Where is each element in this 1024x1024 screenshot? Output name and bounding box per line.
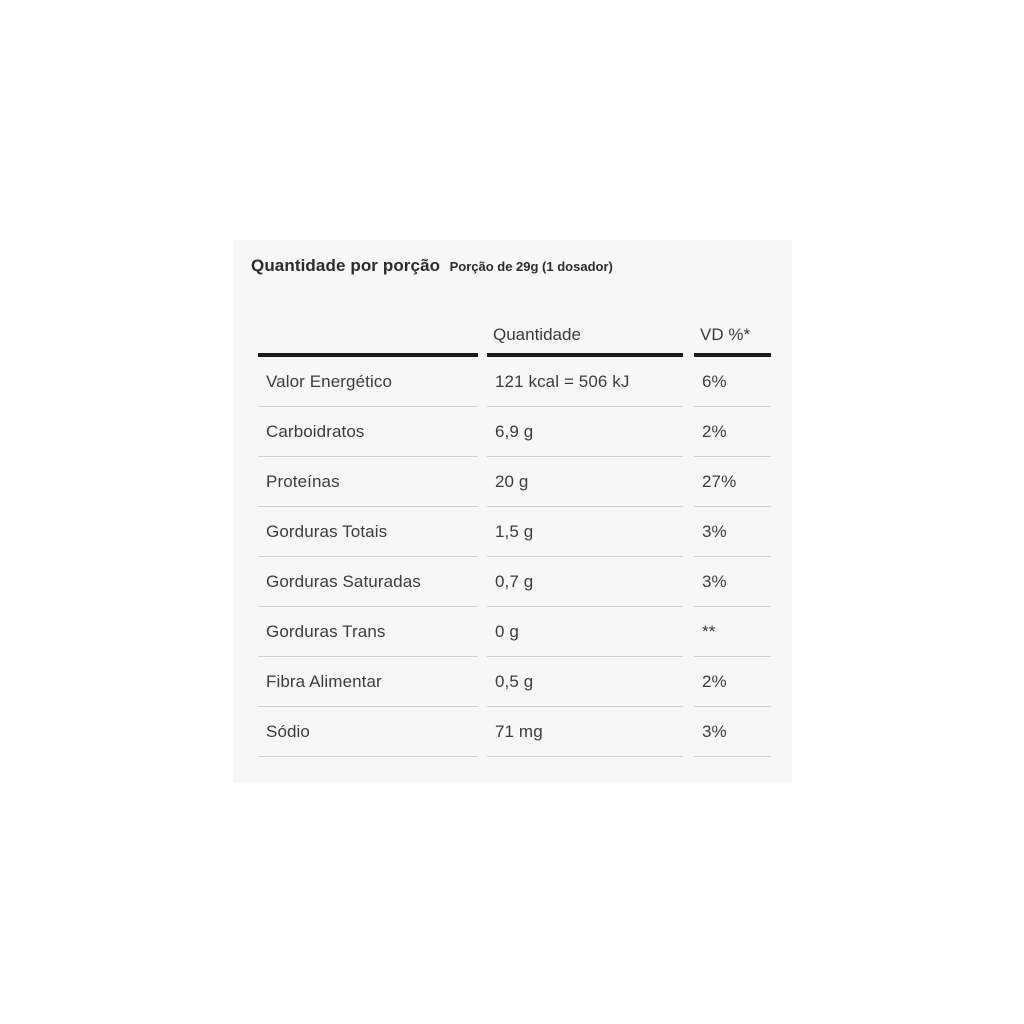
table-row: Carboidratos 6,9 g 2% [258, 407, 773, 457]
row-quantity: 6,9 g [487, 407, 683, 457]
row-dv: 6% [694, 357, 771, 407]
table-header-row: Quantidade VD %* [258, 277, 773, 357]
row-quantity: 20 g [487, 457, 683, 507]
row-label: Gorduras Saturadas [258, 557, 478, 607]
card-header: Quantidade por porção Porção de 29g (1 d… [233, 240, 792, 277]
table-row: Fibra Alimentar 0,5 g 2% [258, 657, 773, 707]
column-header-label [258, 277, 478, 357]
serving-size-label: Porção de 29g (1 dosador) [449, 259, 613, 274]
row-quantity: 71 mg [487, 707, 683, 757]
column-header-quantity: Quantidade [487, 277, 683, 357]
row-dv: ** [694, 607, 771, 657]
row-dv: 27% [694, 457, 771, 507]
table-row: Sódio 71 mg 3% [258, 707, 773, 757]
table-row: Gorduras Saturadas 0,7 g 3% [258, 557, 773, 607]
nutrition-facts-card: Quantidade por porção Porção de 29g (1 d… [233, 240, 792, 782]
row-dv: 2% [694, 407, 771, 457]
row-quantity: 0,7 g [487, 557, 683, 607]
row-label: Valor Energético [258, 357, 478, 407]
row-quantity: 0 g [487, 607, 683, 657]
column-header-dv: VD %* [694, 277, 771, 357]
table-row: Proteínas 20 g 27% [258, 457, 773, 507]
row-label: Sódio [258, 707, 478, 757]
row-label: Gorduras Totais [258, 507, 478, 557]
table-row: Valor Energético 121 kcal = 506 kJ 6% [258, 357, 773, 407]
row-label: Proteínas [258, 457, 478, 507]
row-dv: 3% [694, 557, 771, 607]
row-label: Fibra Alimentar [258, 657, 478, 707]
row-dv: 3% [694, 507, 771, 557]
row-quantity: 121 kcal = 506 kJ [487, 357, 683, 407]
row-label: Carboidratos [258, 407, 478, 457]
table-body: Valor Energético 121 kcal = 506 kJ 6% Ca… [258, 357, 773, 757]
card-title: Quantidade por porção [251, 256, 441, 275]
row-quantity: 0,5 g [487, 657, 683, 707]
table-row: Gorduras Trans 0 g ** [258, 607, 773, 657]
nutrition-table: Quantidade VD %* Valor Energético 121 kc… [258, 277, 773, 757]
row-label: Gorduras Trans [258, 607, 478, 657]
row-quantity: 1,5 g [487, 507, 683, 557]
table-row: Gorduras Totais 1,5 g 3% [258, 507, 773, 557]
row-dv: 2% [694, 657, 771, 707]
row-dv: 3% [694, 707, 771, 757]
